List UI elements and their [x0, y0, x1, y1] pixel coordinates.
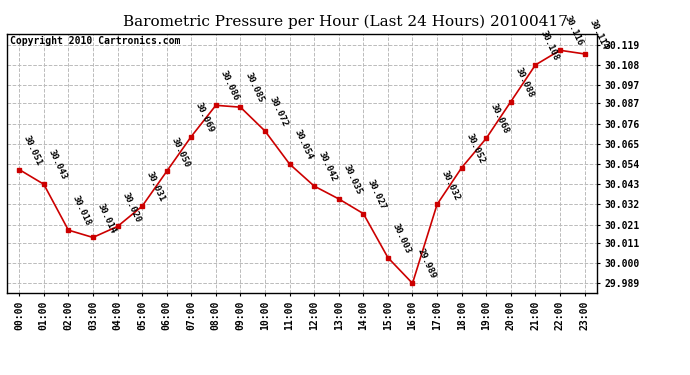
- Text: 30.069: 30.069: [194, 101, 216, 134]
- Text: 30.014: 30.014: [96, 202, 117, 235]
- Text: 30.086: 30.086: [219, 69, 240, 102]
- Text: 29.989: 29.989: [415, 248, 437, 280]
- Text: 30.085: 30.085: [243, 71, 265, 104]
- Text: 30.003: 30.003: [391, 222, 413, 255]
- Text: 30.108: 30.108: [538, 29, 560, 62]
- Text: 30.035: 30.035: [342, 163, 364, 196]
- Text: 30.020: 30.020: [120, 190, 142, 224]
- Text: Barometric Pressure per Hour (Last 24 Hours) 20100417: Barometric Pressure per Hour (Last 24 Ho…: [123, 15, 567, 29]
- Text: 30.054: 30.054: [293, 128, 314, 161]
- Text: 30.031: 30.031: [145, 171, 167, 204]
- Text: 30.050: 30.050: [170, 136, 191, 169]
- Text: 30.114: 30.114: [587, 18, 609, 51]
- Text: 30.042: 30.042: [317, 150, 339, 183]
- Text: 30.088: 30.088: [513, 66, 535, 99]
- Text: 30.051: 30.051: [22, 134, 43, 167]
- Text: Copyright 2010 Cartronics.com: Copyright 2010 Cartronics.com: [10, 36, 180, 46]
- Text: 30.052: 30.052: [464, 132, 486, 165]
- Text: 30.032: 30.032: [440, 169, 462, 202]
- Text: 30.072: 30.072: [268, 95, 290, 128]
- Text: 30.068: 30.068: [489, 102, 511, 136]
- Text: 30.043: 30.043: [46, 148, 68, 182]
- Text: 30.116: 30.116: [563, 15, 584, 48]
- Text: 30.027: 30.027: [366, 178, 388, 211]
- Text: 30.018: 30.018: [71, 194, 93, 227]
